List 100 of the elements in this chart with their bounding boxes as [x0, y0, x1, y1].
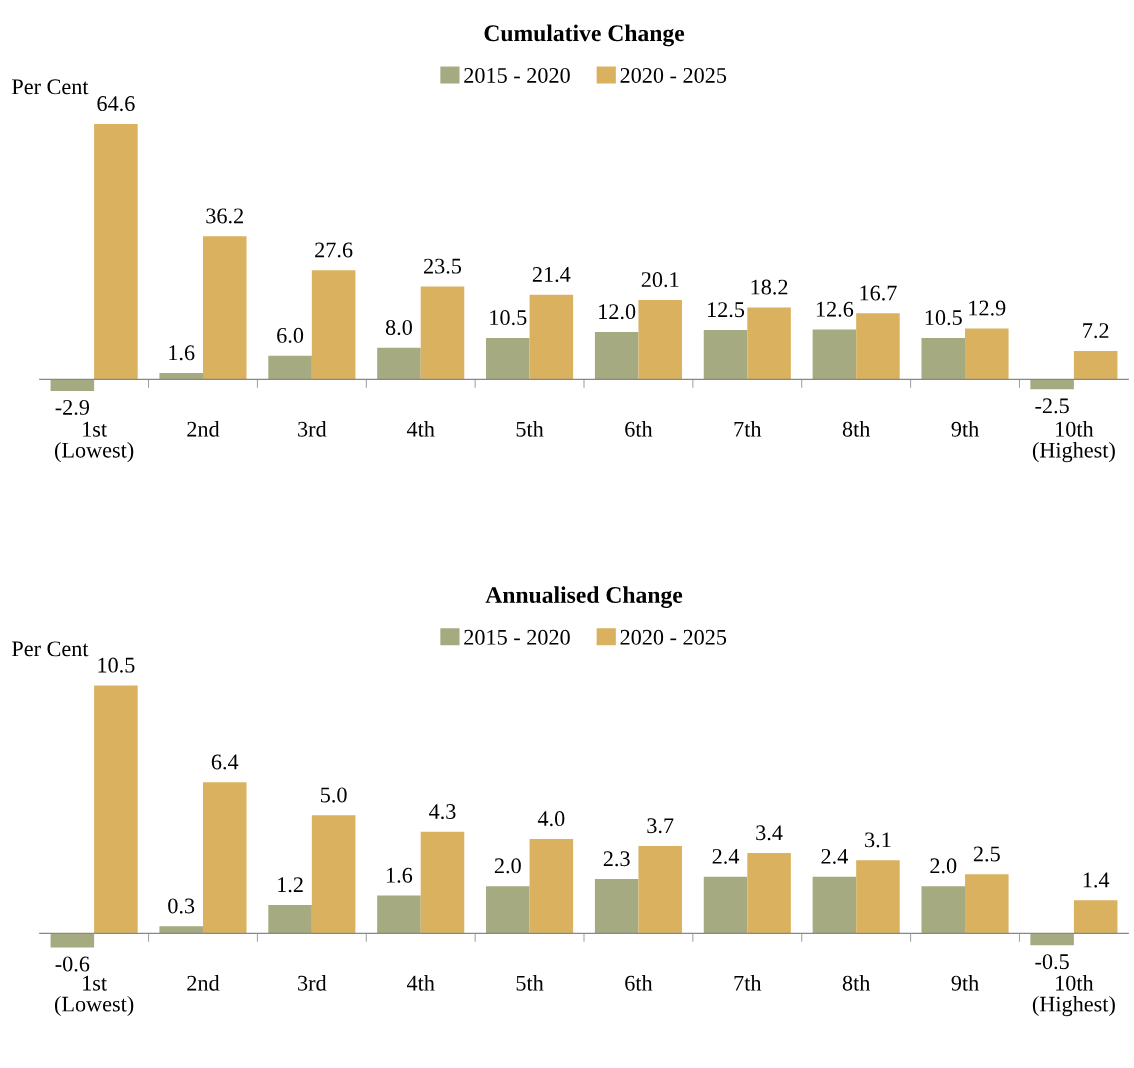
bar	[202, 236, 247, 380]
bar	[486, 886, 530, 934]
data-label: 6.0	[277, 327, 304, 343]
data-label: -2.9	[55, 399, 90, 415]
bar	[50, 933, 95, 948]
data-label: 1.6	[387, 867, 413, 883]
data-label: 5.0	[321, 787, 347, 803]
x-tick-label: 1st (Lowest)	[54, 975, 134, 1017]
bar	[594, 331, 639, 380]
data-label: -0.5	[1035, 954, 1069, 970]
bar	[1030, 379, 1074, 390]
x-tick-label: 9th	[951, 975, 979, 991]
bar	[1073, 350, 1118, 380]
x-tick-label: 6th	[625, 975, 653, 991]
bar	[921, 337, 966, 380]
data-label: 2.5	[973, 846, 1000, 862]
data-label: 10.5	[925, 310, 962, 326]
data-label: 10.5	[490, 310, 527, 326]
data-label: 1.4	[1083, 872, 1110, 888]
data-label: 12.5	[708, 302, 745, 318]
y-axis-title: Per Cent	[12, 79, 89, 95]
data-label: 2.4	[821, 848, 848, 864]
data-label: 3.1	[865, 832, 891, 848]
data-label: 6.4	[211, 754, 239, 770]
bar	[202, 782, 247, 934]
bar	[747, 853, 791, 934]
bar	[486, 337, 530, 380]
bar	[703, 329, 748, 380]
bar	[921, 886, 966, 934]
bar	[1030, 933, 1074, 946]
x-tick-label: 5th	[516, 421, 544, 437]
data-label: 27.6	[315, 242, 353, 258]
bar	[856, 860, 900, 934]
bar	[1073, 900, 1118, 934]
x-tick-label: 9th	[951, 421, 979, 437]
x-tick-label: 5th	[516, 975, 544, 991]
bar	[377, 347, 421, 380]
data-label: 0.3	[168, 898, 195, 914]
bar	[529, 838, 574, 934]
bar	[594, 879, 639, 934]
bar	[420, 831, 465, 934]
bar	[812, 329, 857, 380]
x-tick-label: 4th	[406, 975, 435, 991]
bar	[159, 926, 203, 934]
data-label: 18.2	[751, 279, 788, 295]
x-tick-label: 7th	[734, 975, 762, 991]
x-tick-label: 8th	[842, 975, 871, 991]
data-label: 3.7	[647, 818, 674, 834]
data-label: 2.4	[712, 848, 740, 864]
x-tick-label: 1st (Lowest)	[54, 421, 134, 463]
data-label: 3.4	[756, 825, 783, 841]
x-tick-label: 4th	[406, 421, 435, 437]
data-label: 23.5	[424, 258, 462, 274]
bar	[638, 299, 682, 380]
x-tick-label: 8th	[842, 421, 871, 437]
chart-title: Annualised Change	[485, 586, 683, 608]
bar	[420, 286, 465, 380]
data-label: 16.7	[860, 285, 897, 301]
chart-title: Cumulative Change	[484, 24, 685, 47]
data-label: 12.6	[816, 301, 854, 317]
legend-label: 2015 - 2020	[464, 629, 570, 645]
data-label: 4.3	[429, 804, 456, 820]
x-tick-label: 2nd	[187, 975, 220, 991]
bar	[638, 846, 682, 934]
x-tick-label: 10th (Highest)	[1032, 421, 1115, 463]
data-label: 10.5	[98, 657, 135, 673]
x-tick-label: 3rd	[298, 975, 327, 991]
data-label: 1.6	[169, 345, 195, 361]
data-label: 4.0	[537, 811, 565, 827]
bar	[94, 685, 138, 934]
data-label: 8.0	[385, 319, 412, 336]
bar	[812, 876, 857, 934]
bar	[377, 895, 421, 934]
bar	[965, 328, 1009, 380]
bar	[159, 373, 203, 380]
bar	[50, 379, 95, 391]
bar	[268, 905, 312, 934]
bar	[747, 307, 791, 380]
data-label: 12.0	[599, 304, 636, 320]
y-axis-title: Per Cent	[12, 641, 89, 657]
x-tick-label: 2nd	[187, 421, 220, 437]
x-tick-label: 6th	[625, 421, 653, 437]
data-label: 21.4	[532, 266, 571, 283]
legend-label: 2015 - 2020	[464, 67, 570, 83]
data-label: 2.0	[494, 858, 521, 874]
data-label: 36.2	[206, 208, 243, 224]
x-tick-label: 7th	[734, 421, 762, 437]
bar	[703, 876, 748, 934]
data-label: 64.6	[97, 96, 135, 112]
x-tick-label: 10th (Highest)	[1032, 975, 1115, 1017]
bar	[529, 294, 574, 380]
bar	[311, 815, 356, 934]
data-label: 12.9	[969, 300, 1006, 316]
bar	[311, 270, 356, 380]
legend-label: 2020 - 2025	[620, 629, 727, 645]
bar	[94, 123, 138, 380]
bar	[965, 874, 1009, 934]
data-label: -0.6	[55, 956, 90, 972]
data-label: 2.0	[930, 858, 957, 874]
data-label: 2.3	[603, 851, 630, 867]
